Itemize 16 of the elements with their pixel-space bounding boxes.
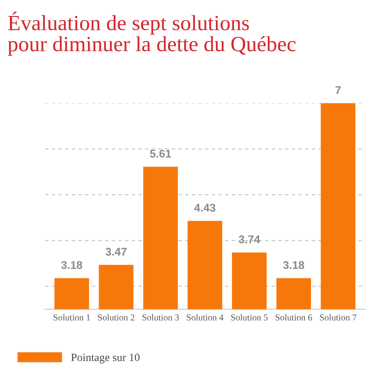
data-label: 7 bbox=[335, 86, 341, 94]
data-label: 3.18 bbox=[61, 261, 82, 269]
data-label: 5.61 bbox=[150, 150, 172, 158]
x-tick-label: Solution 7 bbox=[320, 314, 357, 320]
x-tick-label: Solution 5 bbox=[231, 314, 268, 320]
data-label: 3.74 bbox=[238, 235, 260, 244]
legend-label: Pointage sur 10 bbox=[71, 354, 140, 364]
data-label: 3.18 bbox=[283, 261, 304, 269]
data-label: 4.43 bbox=[194, 204, 216, 212]
x-tick-label: Solution 4 bbox=[186, 314, 224, 320]
x-tick-label: Solution 1 bbox=[54, 314, 90, 320]
chart-title: Évaluation de sept solutions pour diminuer la dette du Québec bbox=[8, 12, 296, 56]
data-label: 3.47 bbox=[106, 248, 126, 256]
x-tick-label: Solution 6 bbox=[276, 314, 312, 320]
x-tick-label: Solution 2 bbox=[98, 314, 134, 320]
x-tick-label: Solution 3 bbox=[142, 314, 179, 320]
